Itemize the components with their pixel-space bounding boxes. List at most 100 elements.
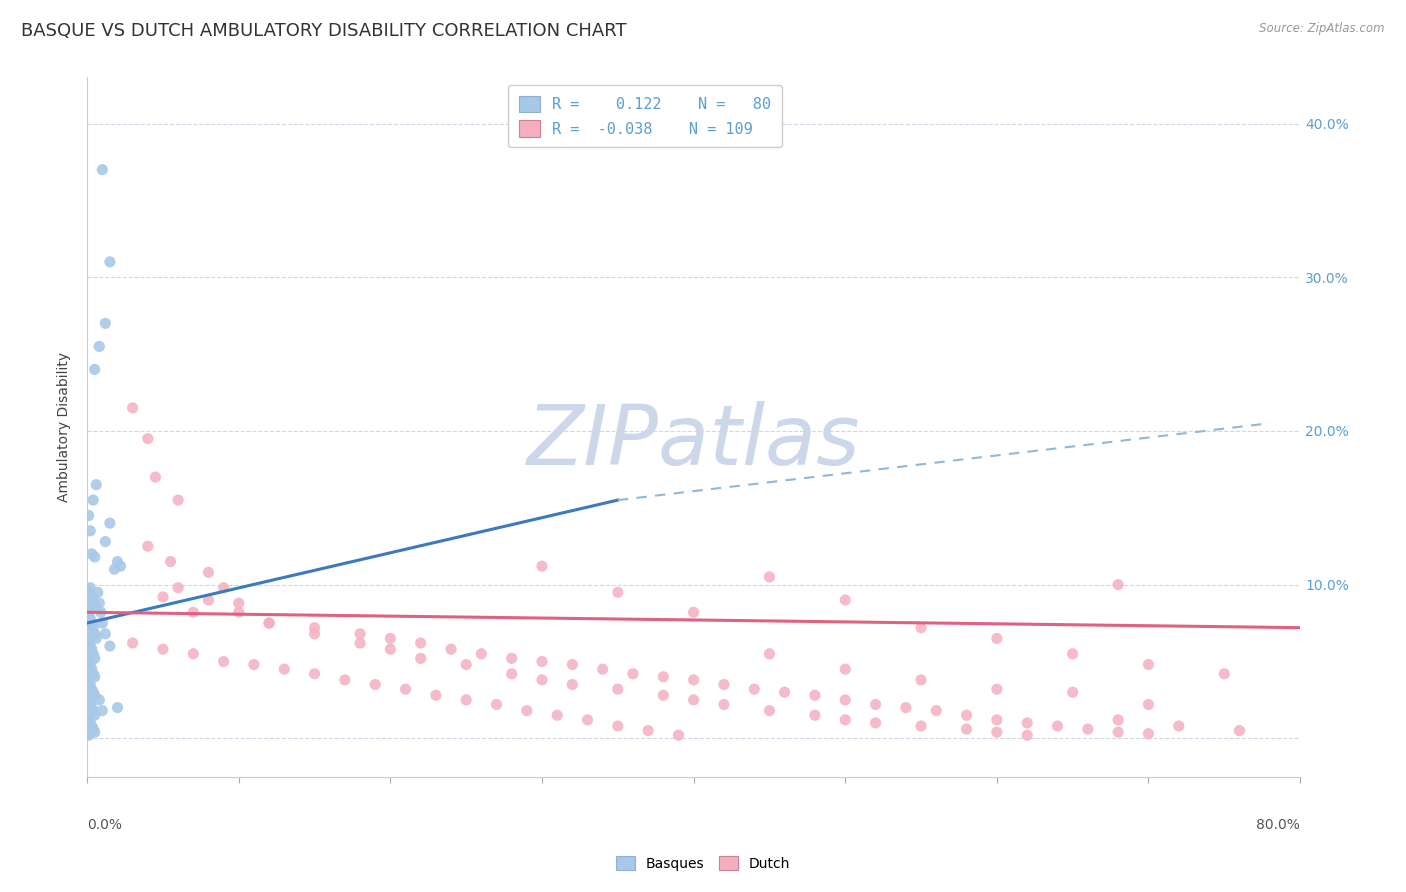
Point	[440, 642, 463, 657]
Point	[83, 362, 105, 376]
Point	[621, 666, 644, 681]
Point	[84, 632, 107, 646]
Point	[107, 555, 129, 569]
Point	[425, 688, 447, 702]
Point	[1137, 657, 1160, 672]
Point	[304, 666, 326, 681]
Point	[107, 700, 129, 714]
Point	[606, 719, 628, 733]
Point	[834, 713, 856, 727]
Point	[333, 673, 356, 687]
Point	[80, 682, 103, 697]
Point	[90, 605, 112, 619]
Point	[592, 662, 614, 676]
Point	[501, 666, 523, 681]
Point	[82, 704, 104, 718]
Point	[79, 715, 101, 730]
Point	[121, 636, 143, 650]
Point	[83, 688, 105, 702]
Text: 80.0%: 80.0%	[1256, 818, 1301, 832]
Point	[561, 677, 583, 691]
Point	[83, 708, 105, 723]
Point	[80, 615, 103, 630]
Point	[103, 562, 125, 576]
Point	[80, 590, 103, 604]
Point	[1137, 727, 1160, 741]
Point	[89, 693, 111, 707]
Point	[652, 688, 675, 702]
Point	[181, 647, 204, 661]
Point	[98, 639, 121, 653]
Point	[910, 719, 932, 733]
Point	[501, 651, 523, 665]
Point	[79, 677, 101, 691]
Point	[682, 673, 704, 687]
Point	[159, 555, 181, 569]
Point	[77, 624, 100, 638]
Point	[1167, 719, 1189, 733]
Point	[80, 719, 103, 733]
Point	[668, 728, 690, 742]
Text: ZIPatlas: ZIPatlas	[527, 401, 860, 482]
Text: 0.0%: 0.0%	[87, 818, 122, 832]
Point	[76, 647, 98, 661]
Point	[167, 581, 190, 595]
Point	[1077, 722, 1099, 736]
Point	[1137, 698, 1160, 712]
Point	[865, 698, 887, 712]
Point	[986, 682, 1008, 697]
Point	[77, 605, 100, 619]
Point	[82, 647, 104, 661]
Point	[894, 700, 917, 714]
Legend: Basques, Dutch: Basques, Dutch	[610, 850, 796, 876]
Point	[561, 657, 583, 672]
Point	[80, 547, 103, 561]
Point	[77, 636, 100, 650]
Point	[257, 615, 280, 630]
Point	[758, 704, 780, 718]
Point	[409, 651, 432, 665]
Point	[167, 493, 190, 508]
Point	[456, 657, 478, 672]
Point	[682, 605, 704, 619]
Point	[136, 432, 159, 446]
Point	[77, 728, 100, 742]
Point	[79, 611, 101, 625]
Point	[94, 534, 117, 549]
Point	[83, 725, 105, 739]
Text: Source: ZipAtlas.com: Source: ZipAtlas.com	[1260, 22, 1385, 36]
Point	[380, 642, 402, 657]
Point	[1107, 713, 1129, 727]
Point	[212, 655, 235, 669]
Point	[83, 651, 105, 665]
Point	[145, 470, 167, 484]
Point	[986, 725, 1008, 739]
Point	[94, 316, 117, 330]
Point	[82, 621, 104, 635]
Point	[79, 581, 101, 595]
Point	[485, 698, 508, 712]
Point	[834, 662, 856, 676]
Point	[394, 682, 416, 697]
Point	[1017, 728, 1039, 742]
Point	[76, 585, 98, 599]
Point	[77, 655, 100, 669]
Legend: R =    0.122    N =   80, R =  -0.038    N = 109: R = 0.122 N = 80, R = -0.038 N = 109	[508, 85, 782, 147]
Point	[77, 715, 100, 730]
Point	[77, 673, 100, 687]
Point	[152, 590, 174, 604]
Point	[380, 632, 402, 646]
Point	[80, 642, 103, 657]
Point	[273, 662, 295, 676]
Point	[576, 713, 599, 727]
Point	[77, 685, 100, 699]
Point	[80, 662, 103, 676]
Point	[955, 708, 977, 723]
Y-axis label: Ambulatory Disability: Ambulatory Disability	[58, 352, 72, 502]
Point	[1107, 725, 1129, 739]
Point	[304, 627, 326, 641]
Point	[986, 632, 1008, 646]
Point	[1062, 685, 1084, 699]
Point	[77, 700, 100, 714]
Point	[955, 722, 977, 736]
